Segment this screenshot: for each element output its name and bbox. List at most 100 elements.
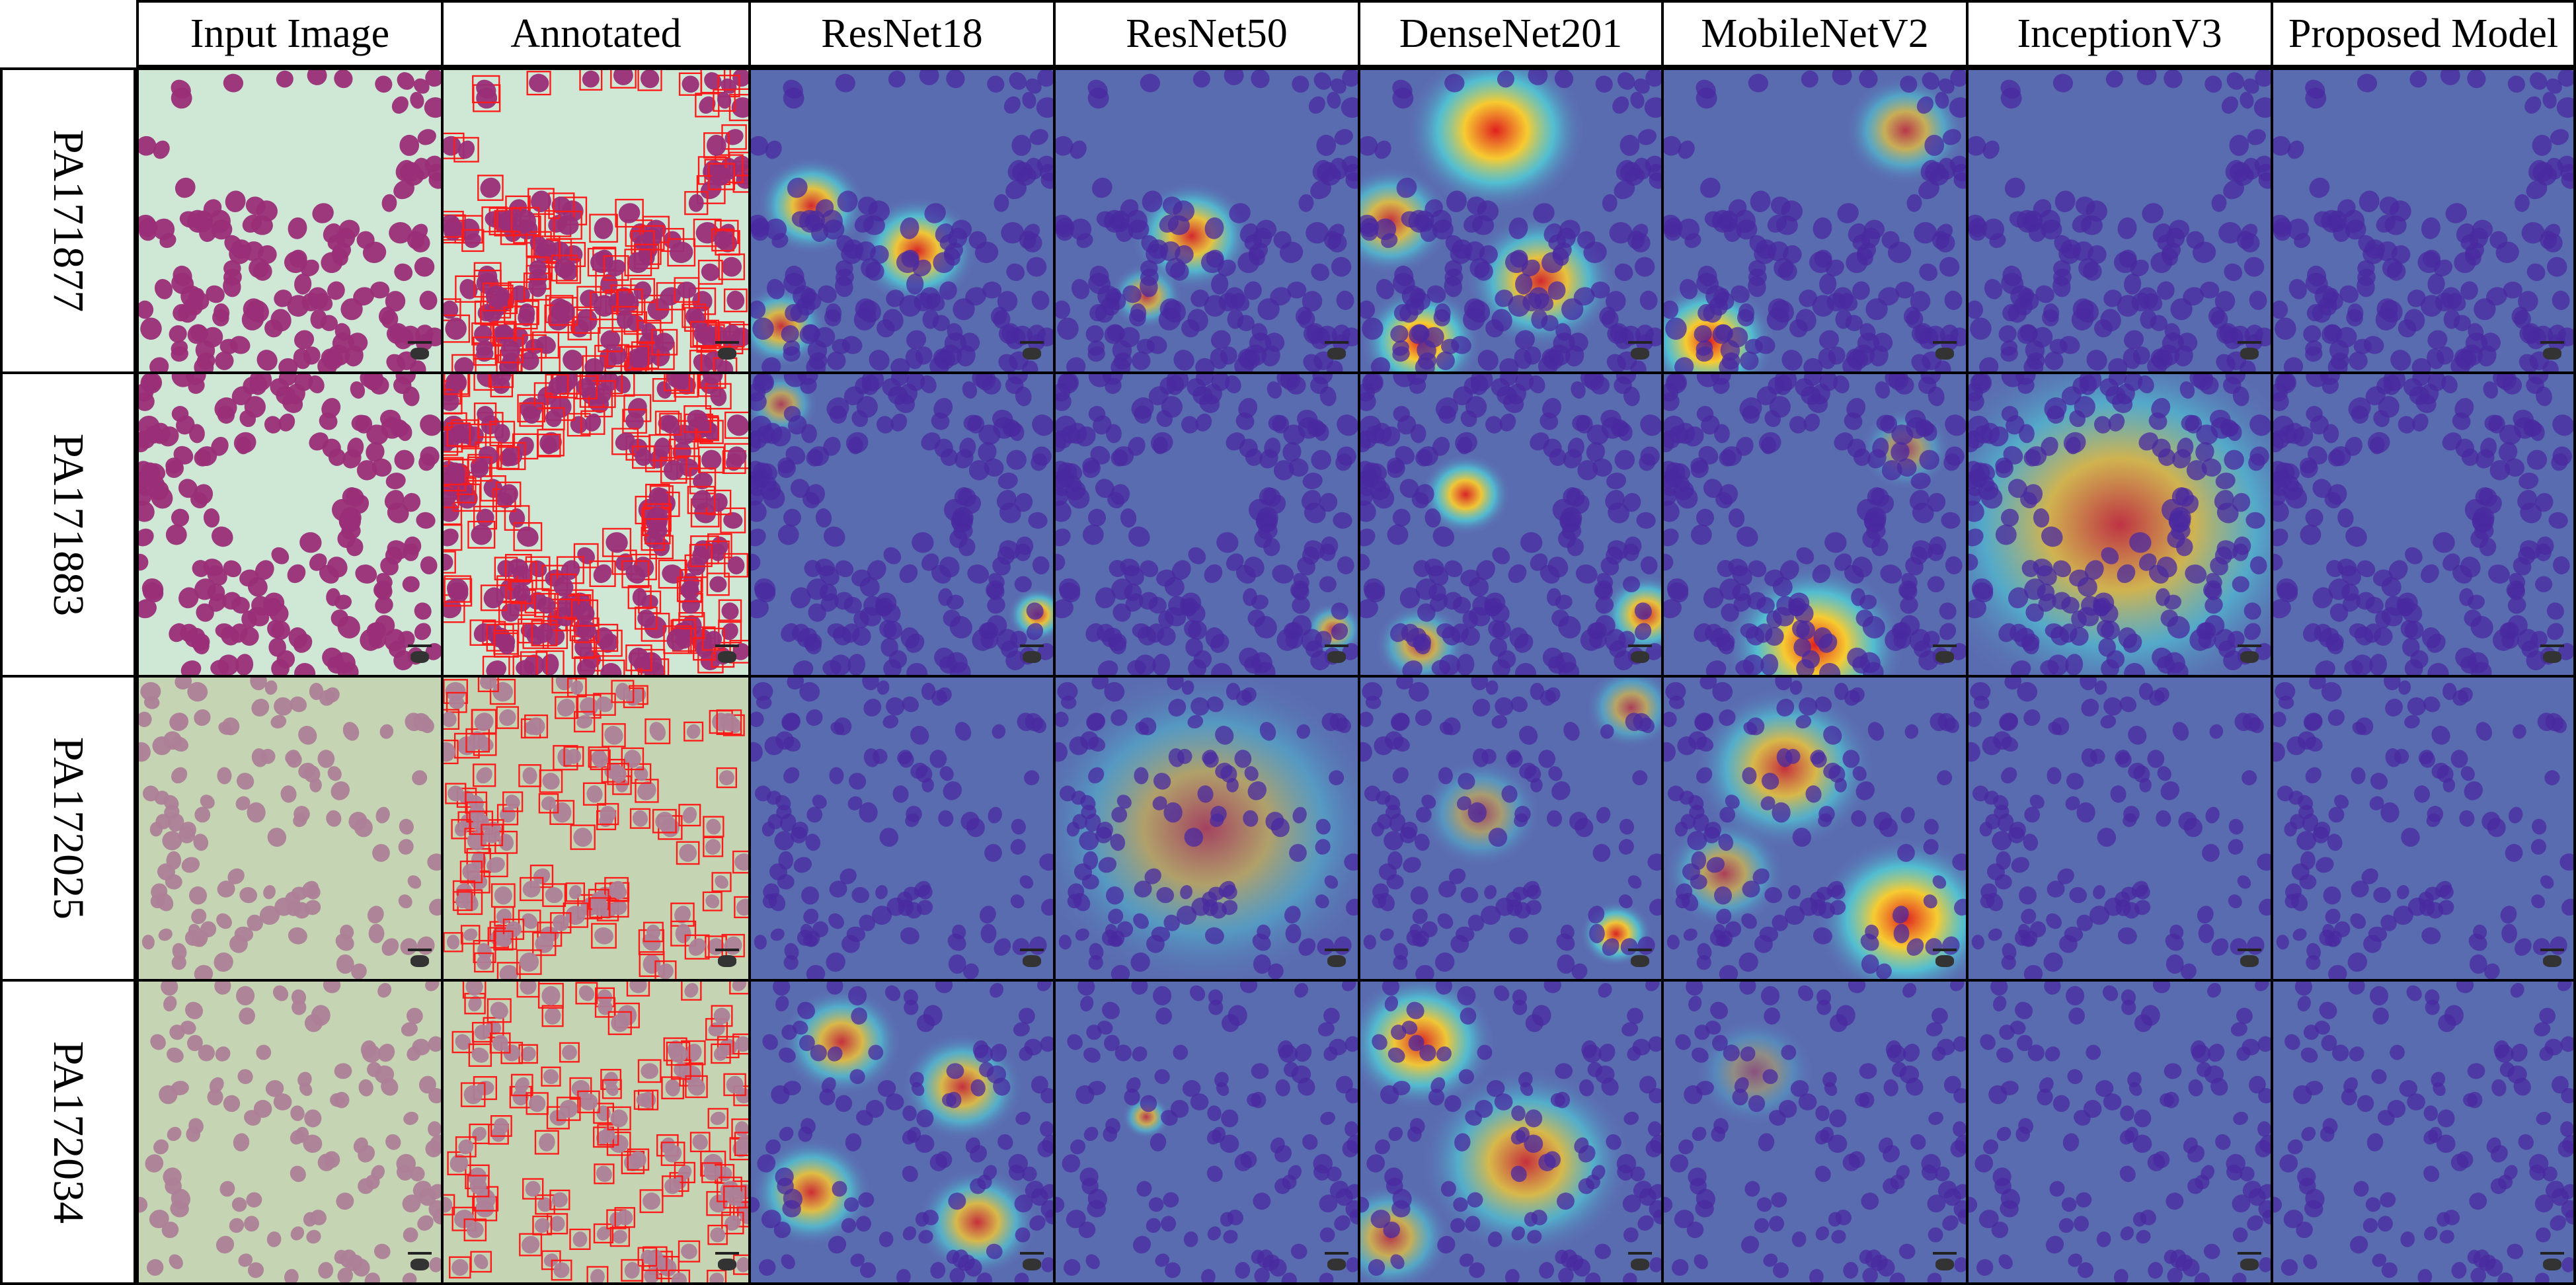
blood-cell xyxy=(1372,1034,1387,1050)
blood-cell xyxy=(967,415,985,434)
microscopy-image xyxy=(139,374,441,675)
blood-cell xyxy=(171,340,188,356)
blood-cell xyxy=(1095,303,1114,323)
blood-cell xyxy=(2303,325,2322,343)
annotation-box xyxy=(471,1022,493,1043)
blood-cell xyxy=(542,773,560,790)
blood-cell xyxy=(2197,906,2214,924)
blood-cell xyxy=(1467,299,1491,323)
blood-cell xyxy=(1290,580,1309,599)
blood-cell xyxy=(508,559,529,576)
blood-cell xyxy=(2306,943,2321,960)
blood-cell xyxy=(1223,1229,1238,1244)
blood-cell xyxy=(1410,424,1426,444)
blood-cell xyxy=(2101,659,2119,675)
blood-cell xyxy=(1163,299,1186,323)
blood-cell xyxy=(1847,647,1868,668)
blood-cell xyxy=(1156,886,1175,904)
blood-cell xyxy=(2179,381,2195,399)
blood-cell xyxy=(1664,528,1679,547)
blood-cell xyxy=(1306,221,1329,244)
blood-cell xyxy=(1927,492,1946,512)
blood-cell xyxy=(519,952,539,972)
blood-cell xyxy=(168,814,184,832)
blood-cell xyxy=(2011,857,2030,873)
blood-cell xyxy=(1732,584,1750,602)
blood-cell xyxy=(2098,603,2119,623)
annotated-image xyxy=(441,979,751,1285)
annotation-box xyxy=(734,896,748,919)
scale-bar xyxy=(1325,644,1348,667)
blood-cell xyxy=(2364,239,2386,259)
blood-cell xyxy=(1126,1077,1141,1093)
heat-spot xyxy=(1421,453,1511,535)
blood-cell xyxy=(1805,785,1822,803)
blood-cell xyxy=(1337,414,1358,436)
blood-cell xyxy=(2357,560,2376,578)
blood-cell xyxy=(1372,894,1387,909)
scale-bar xyxy=(1628,341,1652,364)
blood-cell xyxy=(1239,647,1260,668)
blood-cell xyxy=(2169,507,2191,528)
annotation-box xyxy=(611,305,639,332)
blood-cell xyxy=(835,1095,853,1112)
scale-bar xyxy=(408,1252,432,1274)
blood-cell xyxy=(646,507,668,528)
blood-cell xyxy=(1714,424,1730,444)
blood-cell xyxy=(1625,167,1645,186)
blood-cell xyxy=(1430,210,1452,233)
blood-cell xyxy=(2315,660,2335,675)
blood-cell xyxy=(496,908,512,925)
blood-cell xyxy=(298,726,317,745)
blood-cell xyxy=(1409,1118,1425,1134)
blood-cell xyxy=(557,699,575,717)
blood-cell xyxy=(1614,449,1635,470)
blood-cell xyxy=(2123,806,2140,822)
blood-cell xyxy=(1471,678,1489,691)
annotation-box xyxy=(551,254,578,282)
blood-cell xyxy=(2257,853,2271,871)
blood-cell xyxy=(498,635,515,654)
blood-cell xyxy=(260,748,276,764)
blood-cell xyxy=(834,717,852,736)
annotation-box xyxy=(532,931,557,956)
blood-cell xyxy=(375,806,390,824)
blood-cell xyxy=(253,1099,272,1118)
blood-cell xyxy=(216,913,232,929)
blood-cell xyxy=(265,1080,284,1097)
blood-cell xyxy=(406,1007,423,1025)
blood-cell xyxy=(2076,299,2099,323)
blood-cell xyxy=(1838,293,1858,311)
blood-cell xyxy=(1911,325,1932,344)
blood-cell xyxy=(1577,460,1598,481)
blood-cell xyxy=(1538,750,1556,768)
blood-cell xyxy=(1182,1080,1201,1097)
blood-cell xyxy=(288,927,307,945)
blood-cell xyxy=(1640,556,1658,574)
blood-cell xyxy=(548,377,566,395)
blood-cell xyxy=(906,662,928,675)
blood-cell xyxy=(1444,260,1462,277)
blood-cell xyxy=(2420,295,2443,317)
annotation-box xyxy=(589,897,611,919)
blood-cell xyxy=(539,1133,555,1151)
blood-cell xyxy=(1014,576,1032,592)
blood-cell xyxy=(1297,409,1318,428)
blood-cell xyxy=(303,1134,323,1153)
blood-cell xyxy=(1775,678,1792,691)
blood-cell xyxy=(1216,1082,1229,1096)
blood-cell xyxy=(1268,963,1284,979)
blood-cell xyxy=(194,806,211,823)
blood-cell xyxy=(1146,336,1167,354)
blood-cell xyxy=(1813,217,1832,239)
blood-cell xyxy=(1448,868,1466,884)
blood-cell xyxy=(1086,1025,1102,1040)
blood-cell xyxy=(522,767,537,785)
blood-cell xyxy=(563,350,584,371)
blood-cell xyxy=(2440,70,2460,85)
blood-cell xyxy=(1308,96,1325,114)
blood-cell xyxy=(553,1262,570,1278)
blood-cell xyxy=(2547,256,2567,277)
blood-cell xyxy=(931,412,950,430)
blood-cell xyxy=(2249,556,2267,574)
